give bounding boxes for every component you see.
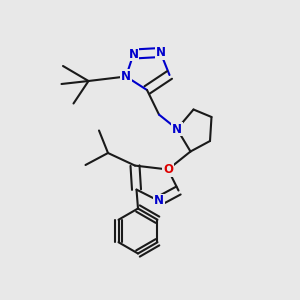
- Text: N: N: [172, 122, 182, 136]
- Text: N: N: [154, 194, 164, 208]
- Text: O: O: [163, 163, 173, 176]
- Text: N: N: [121, 70, 131, 83]
- Text: N: N: [155, 46, 166, 59]
- Text: N: N: [128, 47, 139, 61]
